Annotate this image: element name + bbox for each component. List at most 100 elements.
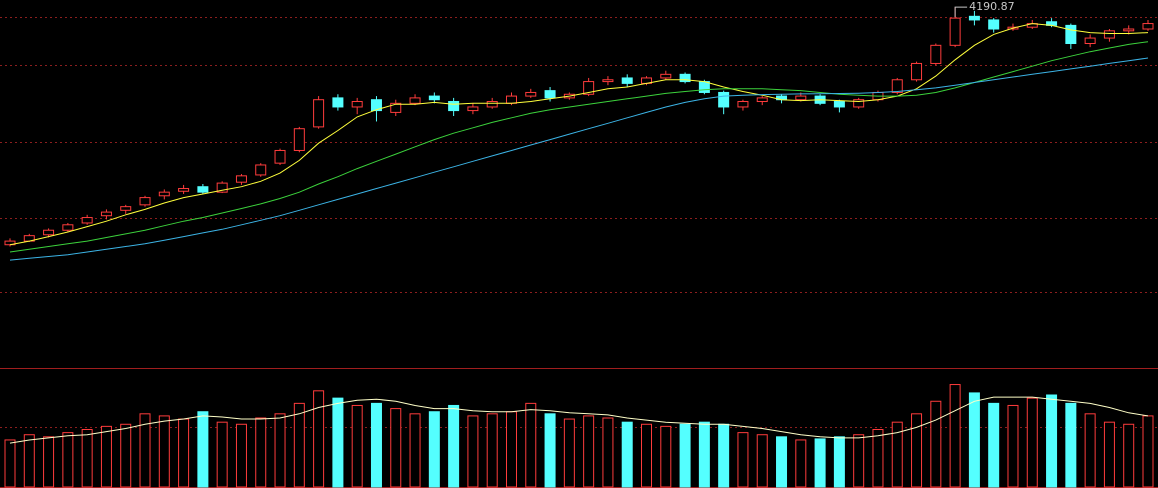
volume-bar xyxy=(351,404,363,488)
peak-label: 4190.87 xyxy=(969,0,1015,13)
volume-bar xyxy=(776,436,788,488)
volume-bar xyxy=(139,413,151,488)
volume-bar xyxy=(563,418,575,488)
volume-bar xyxy=(23,434,35,488)
volume-ma-line xyxy=(9,396,1149,444)
volume-bar xyxy=(178,418,190,488)
volume-bar xyxy=(255,417,267,488)
candle-body xyxy=(602,79,614,83)
candle-body xyxy=(467,106,479,112)
candle-body xyxy=(81,217,93,224)
ma-line xyxy=(9,57,1149,261)
ma-line xyxy=(9,41,1149,253)
volume-bar xyxy=(949,384,961,488)
volume-bar xyxy=(486,413,498,488)
candle-body xyxy=(370,99,382,112)
candle-body xyxy=(158,191,170,197)
volume-bar xyxy=(448,404,460,488)
volume-bar xyxy=(1007,404,1019,488)
candle-body xyxy=(409,97,421,104)
volume-bar xyxy=(525,402,537,488)
volume-bar xyxy=(853,434,865,488)
candle-body xyxy=(544,90,556,99)
volume-bar xyxy=(602,417,614,488)
volume-bar xyxy=(930,400,942,488)
candle-body xyxy=(139,197,151,206)
candle-body xyxy=(332,97,344,108)
candle-body xyxy=(621,77,633,84)
volume-bar xyxy=(4,439,16,488)
volume-panel xyxy=(4,384,1154,488)
candle-body xyxy=(1065,24,1077,45)
volume-bar xyxy=(968,392,980,488)
volume-bar xyxy=(370,402,382,488)
volume-bar xyxy=(660,425,672,488)
candle-body xyxy=(737,101,749,108)
candle-body xyxy=(4,240,16,246)
volume-bar xyxy=(1046,394,1058,488)
ma-line xyxy=(9,23,1149,246)
candle-body xyxy=(100,211,112,217)
volume-bar xyxy=(621,421,633,488)
volume-bar xyxy=(100,425,112,488)
volume-bar xyxy=(235,423,247,488)
volume-bar xyxy=(332,397,344,488)
candle-body xyxy=(448,101,460,112)
volume-bar xyxy=(718,423,730,488)
volume-bar xyxy=(409,413,421,488)
candle-body xyxy=(197,186,209,193)
candle-body xyxy=(891,79,903,93)
volume-bar xyxy=(197,411,209,488)
volume-bar xyxy=(872,429,884,488)
volume-bar xyxy=(293,402,305,488)
volume-bar xyxy=(814,438,826,488)
candle-body xyxy=(1084,37,1096,45)
candle-body xyxy=(1142,23,1154,30)
candle-body xyxy=(390,102,402,113)
candle-body xyxy=(1103,30,1115,39)
volume-bar xyxy=(1103,421,1115,488)
candle-body xyxy=(930,44,942,64)
candle-body xyxy=(62,224,74,231)
candle-body xyxy=(178,188,190,192)
volume-bar xyxy=(120,423,132,488)
candle-body xyxy=(120,206,132,211)
volume-bar xyxy=(1026,397,1038,488)
volume-bar xyxy=(1065,402,1077,488)
volume-bar xyxy=(583,415,595,488)
price-panel xyxy=(4,7,1154,261)
volume-bar xyxy=(891,421,903,488)
candle-body xyxy=(698,81,710,93)
candle-body xyxy=(351,101,363,108)
candle-body xyxy=(293,128,305,151)
volume-bar xyxy=(1084,413,1096,488)
candle-body xyxy=(756,97,768,103)
peak-pointer xyxy=(954,6,968,18)
candle-body xyxy=(679,73,691,83)
volume-bar xyxy=(274,413,286,488)
volume-bar xyxy=(1123,423,1135,488)
volume-bar xyxy=(390,408,402,488)
candle-body xyxy=(235,175,247,183)
candle-body xyxy=(911,62,923,81)
candle-body xyxy=(525,91,537,97)
candle-body xyxy=(853,99,865,108)
volume-bar xyxy=(698,421,710,488)
candle-body xyxy=(949,17,961,46)
candle-body xyxy=(660,73,672,79)
volume-bar xyxy=(641,423,653,488)
volume-bar xyxy=(43,436,55,488)
candle-body xyxy=(428,95,440,101)
candle-body xyxy=(583,81,595,95)
volume-bar xyxy=(216,421,228,488)
candle-body xyxy=(43,229,55,236)
volume-bar xyxy=(544,413,556,488)
candle-body xyxy=(486,101,498,108)
volume-bar xyxy=(313,390,325,488)
volume-bar xyxy=(158,415,170,488)
candle-body xyxy=(1123,28,1135,32)
volume-bar xyxy=(1142,415,1154,488)
volume-bar xyxy=(81,429,93,488)
candle-body xyxy=(988,19,1000,30)
